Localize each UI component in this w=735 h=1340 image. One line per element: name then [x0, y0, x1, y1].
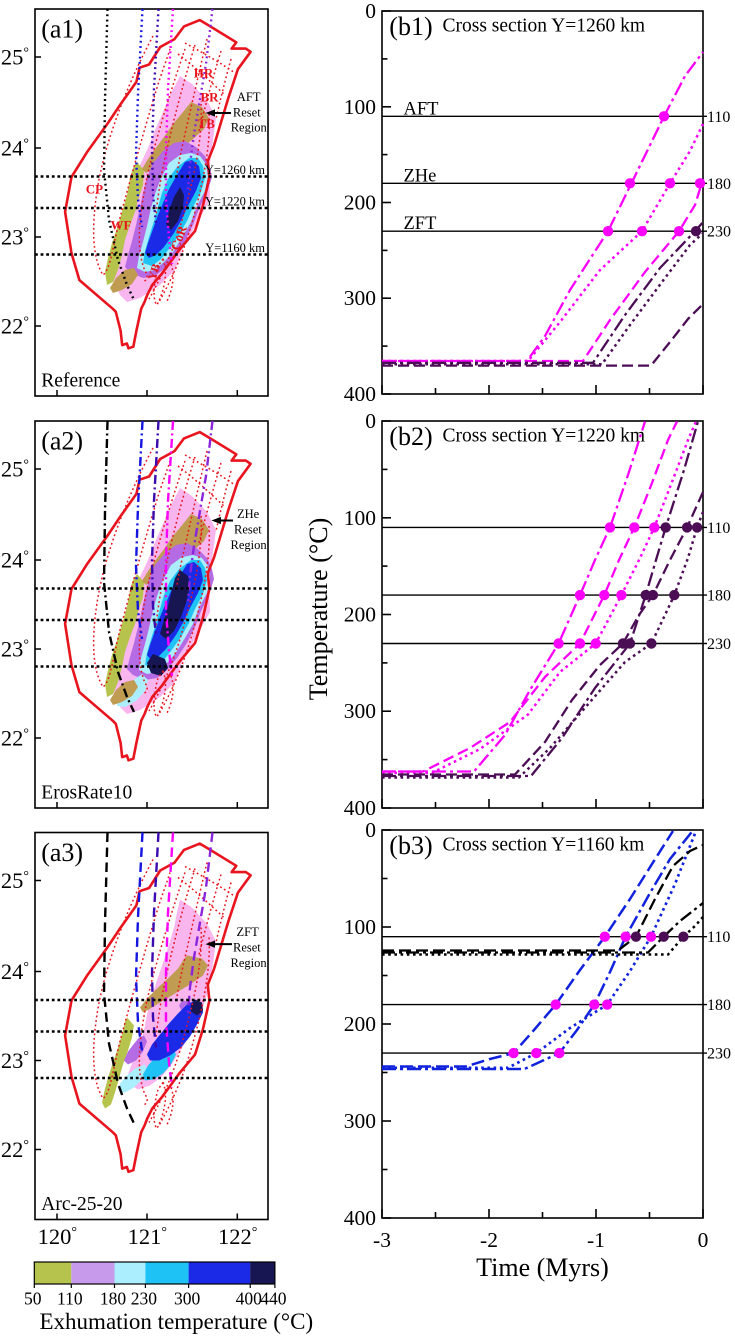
svg-text:110: 110	[707, 109, 730, 126]
svg-text:180: 180	[707, 176, 731, 193]
svg-text:(b3): (b3)	[389, 831, 432, 860]
svg-text:100: 100	[344, 95, 376, 119]
svg-text:Region: Region	[231, 121, 268, 135]
svg-text:230: 230	[707, 1046, 731, 1063]
svg-text:Reset: Reset	[234, 523, 262, 537]
svg-text:Y=1160 km: Y=1160 km	[205, 241, 265, 255]
svg-text:200: 200	[344, 1012, 376, 1036]
svg-text:AFT: AFT	[237, 90, 261, 104]
svg-text:400: 400	[344, 382, 376, 406]
svg-text:300: 300	[174, 1289, 201, 1309]
svg-text:0: 0	[698, 1228, 709, 1252]
svg-text:Cross section Y=1160 km: Cross section Y=1160 km	[443, 835, 645, 856]
svg-text:(a2): (a2)	[41, 427, 83, 456]
svg-text:121°: 121°	[128, 1224, 167, 1249]
svg-text:TB: TB	[198, 116, 216, 131]
svg-text:Temperature (°C): Temperature (°C)	[304, 518, 333, 701]
svg-text:CP: CP	[86, 181, 103, 196]
svg-text:230: 230	[707, 636, 731, 653]
svg-text:180: 180	[707, 997, 731, 1014]
svg-text:200: 200	[344, 603, 376, 627]
svg-text:0: 0	[365, 818, 376, 842]
svg-text:Reset: Reset	[233, 941, 261, 955]
svg-text:400: 400	[344, 796, 376, 820]
svg-text:Cross section Y=1220 km: Cross section Y=1220 km	[443, 426, 646, 447]
svg-text:BR: BR	[201, 89, 220, 104]
svg-text:400: 400	[344, 1206, 376, 1230]
svg-text:WF: WF	[111, 218, 132, 233]
svg-text:AFT: AFT	[404, 99, 439, 119]
svg-text:(b2): (b2)	[389, 422, 432, 451]
svg-text:300: 300	[344, 1109, 376, 1133]
svg-text:ZHe: ZHe	[237, 507, 260, 521]
svg-text:0: 0	[365, 409, 376, 433]
svg-text:Region: Region	[231, 538, 268, 552]
svg-text:110: 110	[707, 520, 730, 537]
svg-text:ZHe: ZHe	[404, 166, 437, 186]
svg-text:ZFT: ZFT	[404, 214, 437, 234]
svg-text:100: 100	[344, 915, 376, 939]
svg-text:(a3): (a3)	[41, 838, 83, 867]
svg-text:400: 400	[236, 1289, 263, 1309]
svg-text:200: 200	[344, 191, 376, 215]
svg-text:180: 180	[100, 1289, 127, 1309]
svg-text:ErosRate10: ErosRate10	[41, 782, 132, 803]
svg-text:Reference: Reference	[41, 370, 120, 391]
svg-text:Arc-25-20: Arc-25-20	[41, 1194, 122, 1215]
svg-text:230: 230	[707, 224, 731, 241]
svg-text:300: 300	[344, 286, 376, 310]
svg-text:(b1): (b1)	[389, 12, 432, 41]
svg-text:-2: -2	[480, 1228, 498, 1252]
svg-text:-1: -1	[587, 1228, 605, 1252]
svg-text:ZFT: ZFT	[237, 925, 260, 939]
svg-text:50: 50	[24, 1289, 42, 1309]
svg-text:100: 100	[344, 506, 376, 530]
svg-text:0: 0	[365, 0, 376, 23]
svg-text:120°: 120°	[38, 1224, 77, 1249]
svg-text:Exhumation temperature (°C): Exhumation temperature (°C)	[40, 1309, 314, 1334]
svg-text:122°: 122°	[218, 1224, 257, 1249]
svg-text:Reset: Reset	[233, 105, 261, 119]
svg-text:HR: HR	[194, 66, 214, 81]
svg-text:300: 300	[344, 699, 376, 723]
svg-text:(a1): (a1)	[41, 15, 83, 44]
svg-text:Cross section Y=1260 km: Cross section Y=1260 km	[443, 16, 646, 37]
svg-text:Y=1220 km: Y=1220 km	[205, 195, 265, 209]
svg-text:440: 440	[260, 1289, 287, 1309]
svg-text:Y=1260 km: Y=1260 km	[205, 163, 265, 177]
svg-text:-3: -3	[373, 1228, 391, 1252]
svg-text:YB: YB	[145, 262, 163, 282]
svg-text:110: 110	[57, 1289, 83, 1309]
svg-text:Time (Myrs): Time (Myrs)	[476, 1253, 609, 1282]
svg-text:180: 180	[707, 588, 731, 605]
svg-text:230: 230	[131, 1289, 158, 1309]
svg-text:110: 110	[707, 929, 730, 946]
svg-text:Region: Region	[231, 956, 268, 970]
